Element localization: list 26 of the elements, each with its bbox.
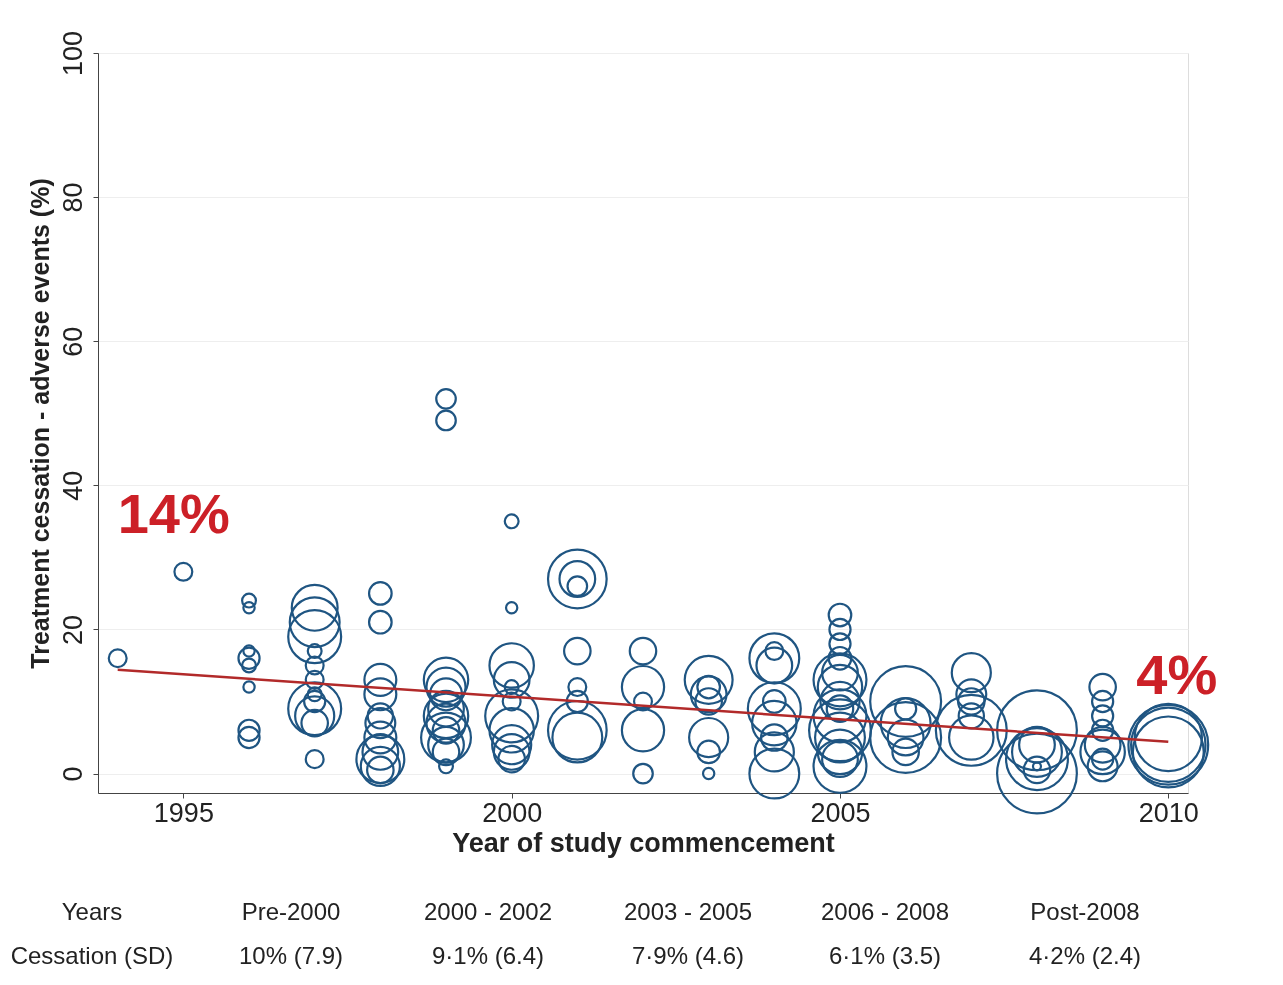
y-tick-label: 80 xyxy=(57,182,88,213)
annotation: 14% xyxy=(117,481,230,545)
annotation: 4% xyxy=(1136,642,1218,706)
text: 4·2% (2.4) xyxy=(1028,942,1142,969)
y-axis-title: Treatment cessation - adverse events (%) xyxy=(25,178,54,669)
y-tick-label: 100 xyxy=(57,30,88,77)
y-tick-label: 0 xyxy=(57,766,88,782)
text: 2000 - 2002 xyxy=(423,898,553,925)
text: 10% (7.9) xyxy=(238,942,344,969)
x-tick-label: 2000 xyxy=(482,797,543,828)
text: Post-2008 xyxy=(1030,898,1140,925)
x-tick-label: 2010 xyxy=(1138,797,1199,828)
x-tick-label: 1995 xyxy=(153,797,214,828)
y-tick-label: 60 xyxy=(57,326,88,357)
text: Years xyxy=(61,898,123,925)
text: 2003 - 2005 xyxy=(623,898,753,925)
x-tick-label: 2005 xyxy=(810,797,871,828)
text: 2006 - 2008 xyxy=(820,898,950,925)
x-axis-title: Year of study commencement xyxy=(452,827,835,858)
text: Pre-2000 xyxy=(241,898,341,925)
text: 7·9% (4.6) xyxy=(631,942,745,969)
text: 9·1% (6.4) xyxy=(431,942,545,969)
text: Cessation (SD) xyxy=(10,942,174,969)
text: 6·1% (3.5) xyxy=(828,942,942,969)
y-tick-label: 40 xyxy=(57,470,88,501)
y-tick-label: 20 xyxy=(57,614,88,645)
